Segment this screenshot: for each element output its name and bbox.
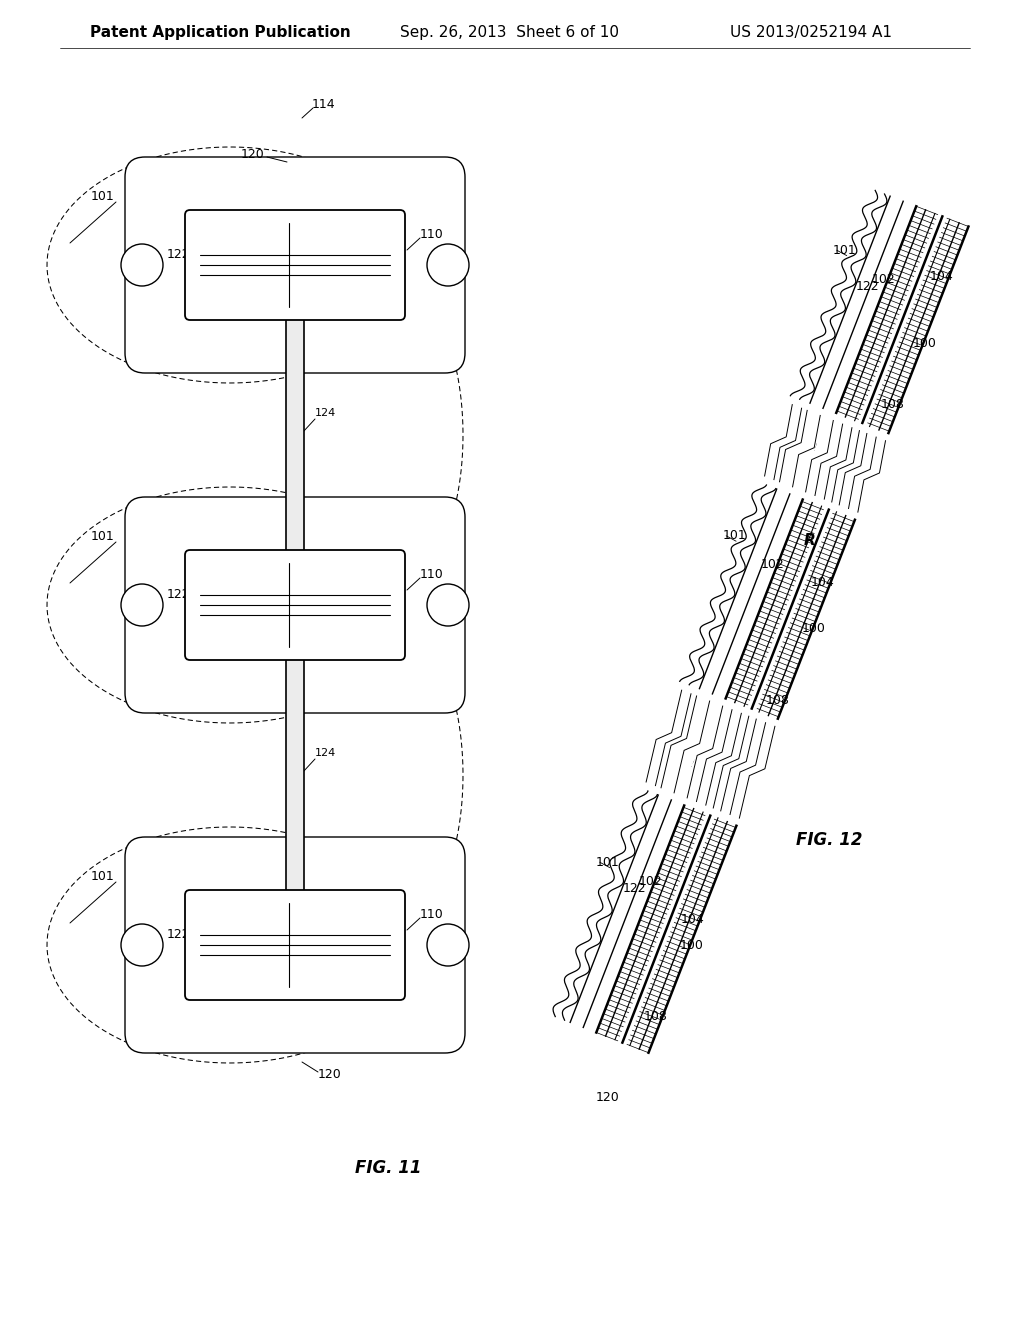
- Circle shape: [427, 924, 469, 966]
- Text: 104: 104: [930, 271, 953, 284]
- Text: 122: 122: [166, 248, 189, 261]
- Text: 101: 101: [91, 870, 115, 883]
- Text: 108: 108: [881, 399, 904, 412]
- Text: 122: 122: [166, 589, 189, 602]
- Text: 100: 100: [265, 936, 289, 949]
- Text: 100: 100: [265, 256, 289, 268]
- Text: 100: 100: [265, 595, 289, 609]
- Text: 110: 110: [420, 908, 443, 921]
- Text: 108: 108: [643, 1011, 668, 1023]
- Text: 120: 120: [318, 1068, 342, 1081]
- FancyBboxPatch shape: [185, 550, 406, 660]
- Text: 124: 124: [314, 748, 336, 758]
- Text: 102: 102: [871, 273, 895, 286]
- Text: 124: 124: [314, 408, 336, 418]
- Circle shape: [121, 583, 163, 626]
- FancyBboxPatch shape: [286, 213, 304, 998]
- Circle shape: [121, 244, 163, 286]
- Text: 101: 101: [596, 855, 620, 869]
- Circle shape: [427, 244, 469, 286]
- Text: 110: 110: [420, 569, 443, 582]
- Text: R: R: [804, 532, 815, 548]
- Text: Patent Application Publication: Patent Application Publication: [90, 25, 351, 40]
- Text: Sep. 26, 2013  Sheet 6 of 10: Sep. 26, 2013 Sheet 6 of 10: [400, 25, 618, 40]
- Text: 101: 101: [91, 531, 115, 544]
- Text: 122: 122: [623, 882, 646, 895]
- Text: 104: 104: [681, 913, 705, 927]
- FancyBboxPatch shape: [185, 890, 406, 1001]
- Text: 101: 101: [722, 529, 746, 543]
- Text: 101: 101: [833, 244, 857, 256]
- Circle shape: [121, 924, 163, 966]
- FancyBboxPatch shape: [185, 210, 406, 319]
- Text: US 2013/0252194 A1: US 2013/0252194 A1: [730, 25, 892, 40]
- FancyBboxPatch shape: [125, 498, 465, 713]
- Text: 114: 114: [855, 458, 879, 471]
- Text: 110: 110: [420, 228, 443, 242]
- Text: 108: 108: [766, 694, 790, 708]
- Text: 120: 120: [241, 149, 265, 161]
- Text: 114: 114: [311, 99, 335, 111]
- Text: 122: 122: [166, 928, 189, 941]
- FancyBboxPatch shape: [125, 157, 465, 374]
- Text: FIG. 12: FIG. 12: [796, 830, 862, 849]
- Text: 102: 102: [761, 558, 784, 572]
- FancyBboxPatch shape: [125, 837, 465, 1053]
- Text: 100: 100: [679, 939, 703, 952]
- Circle shape: [427, 583, 469, 626]
- Text: 100: 100: [802, 623, 825, 635]
- Text: 122: 122: [856, 280, 880, 293]
- Text: 104: 104: [811, 577, 835, 590]
- Text: 101: 101: [91, 190, 115, 203]
- Text: 100: 100: [912, 337, 936, 350]
- Text: 124: 124: [803, 441, 827, 454]
- Text: 120: 120: [595, 1092, 620, 1105]
- Text: 102: 102: [638, 875, 663, 887]
- Text: 124: 124: [681, 758, 705, 771]
- Text: FIG. 11: FIG. 11: [354, 1159, 421, 1177]
